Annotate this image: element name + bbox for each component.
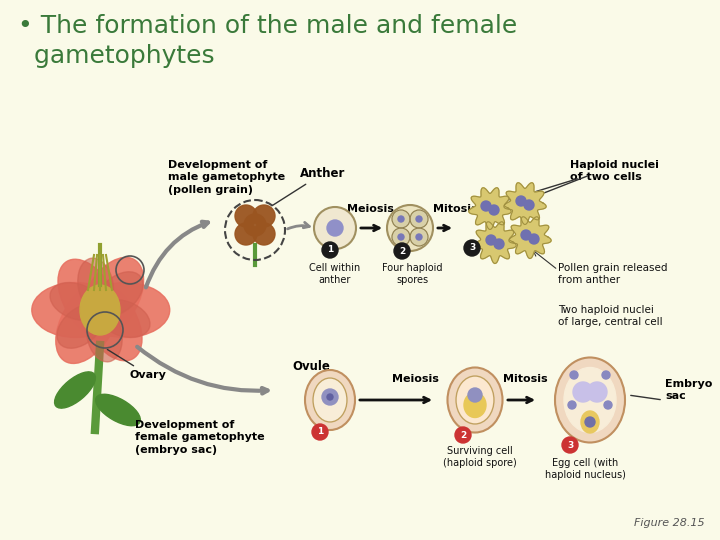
Ellipse shape bbox=[448, 368, 503, 433]
Circle shape bbox=[387, 205, 433, 251]
Text: Surviving cell
(haploid spore): Surviving cell (haploid spore) bbox=[443, 446, 517, 468]
Ellipse shape bbox=[55, 281, 120, 363]
Circle shape bbox=[573, 382, 593, 402]
Text: Egg cell (with
haploid nucleus): Egg cell (with haploid nucleus) bbox=[544, 458, 626, 480]
Ellipse shape bbox=[50, 282, 103, 320]
Text: 3: 3 bbox=[469, 244, 475, 253]
Ellipse shape bbox=[464, 393, 486, 417]
Circle shape bbox=[327, 220, 343, 236]
Circle shape bbox=[529, 234, 539, 244]
Circle shape bbox=[516, 196, 526, 206]
Ellipse shape bbox=[97, 300, 150, 338]
Circle shape bbox=[486, 235, 496, 245]
Circle shape bbox=[602, 371, 610, 379]
Polygon shape bbox=[504, 183, 546, 225]
Circle shape bbox=[568, 401, 576, 409]
Circle shape bbox=[394, 243, 410, 259]
Ellipse shape bbox=[96, 394, 140, 426]
Text: • The formation of the male and female: • The formation of the male and female bbox=[18, 14, 517, 38]
Circle shape bbox=[464, 240, 480, 256]
Ellipse shape bbox=[456, 376, 494, 424]
Text: Development of
female gametophyte
(embryo sac): Development of female gametophyte (embry… bbox=[135, 420, 265, 455]
Ellipse shape bbox=[81, 283, 142, 361]
Text: Anther: Anther bbox=[272, 167, 346, 206]
Circle shape bbox=[489, 205, 499, 215]
Text: Ovary: Ovary bbox=[107, 349, 167, 380]
Circle shape bbox=[253, 205, 275, 227]
Text: Ovule: Ovule bbox=[292, 360, 330, 373]
Ellipse shape bbox=[80, 282, 170, 338]
Circle shape bbox=[312, 424, 328, 440]
Circle shape bbox=[570, 371, 578, 379]
Circle shape bbox=[455, 427, 471, 443]
Circle shape bbox=[562, 437, 578, 453]
Text: 2: 2 bbox=[460, 430, 466, 440]
Polygon shape bbox=[474, 222, 516, 264]
Circle shape bbox=[468, 388, 482, 402]
Ellipse shape bbox=[581, 411, 599, 433]
Ellipse shape bbox=[80, 285, 120, 335]
Circle shape bbox=[322, 389, 338, 405]
Text: Two haploid nuclei
of large, central cell: Two haploid nuclei of large, central cel… bbox=[558, 305, 662, 327]
Circle shape bbox=[392, 210, 410, 228]
Circle shape bbox=[416, 234, 422, 240]
Circle shape bbox=[604, 401, 612, 409]
Text: Embryo
sac: Embryo sac bbox=[665, 379, 712, 401]
Text: 1: 1 bbox=[327, 246, 333, 254]
Polygon shape bbox=[509, 217, 552, 259]
Circle shape bbox=[253, 223, 275, 245]
Circle shape bbox=[322, 242, 338, 258]
Ellipse shape bbox=[55, 372, 96, 408]
Text: Mitosis: Mitosis bbox=[433, 204, 477, 214]
Ellipse shape bbox=[86, 307, 122, 362]
Ellipse shape bbox=[78, 258, 114, 313]
Ellipse shape bbox=[58, 259, 119, 337]
Ellipse shape bbox=[564, 368, 616, 433]
Circle shape bbox=[494, 239, 504, 249]
Text: 1: 1 bbox=[317, 428, 323, 436]
Circle shape bbox=[314, 207, 356, 249]
Circle shape bbox=[416, 216, 422, 222]
Ellipse shape bbox=[57, 304, 104, 348]
Text: Development of
male gametophyte
(pollen grain): Development of male gametophyte (pollen … bbox=[168, 160, 285, 195]
Ellipse shape bbox=[555, 357, 625, 442]
Circle shape bbox=[587, 382, 607, 402]
Ellipse shape bbox=[313, 378, 347, 422]
Text: 2: 2 bbox=[399, 246, 405, 255]
Text: Meiosis: Meiosis bbox=[392, 374, 438, 384]
Text: Mitosis: Mitosis bbox=[503, 374, 547, 384]
Circle shape bbox=[327, 394, 333, 400]
Ellipse shape bbox=[95, 272, 143, 316]
Circle shape bbox=[235, 223, 257, 245]
Polygon shape bbox=[469, 188, 511, 230]
Ellipse shape bbox=[32, 282, 120, 338]
Text: Cell within
anther: Cell within anther bbox=[310, 263, 361, 285]
Circle shape bbox=[521, 230, 531, 240]
Circle shape bbox=[235, 205, 257, 227]
Ellipse shape bbox=[305, 370, 355, 430]
Circle shape bbox=[398, 216, 404, 222]
Text: gametophytes: gametophytes bbox=[18, 44, 215, 68]
Circle shape bbox=[585, 417, 595, 427]
Text: Four haploid
spores: Four haploid spores bbox=[382, 263, 442, 285]
Text: Meiosis: Meiosis bbox=[346, 204, 393, 214]
Text: Haploid nuclei
of two cells: Haploid nuclei of two cells bbox=[570, 160, 659, 183]
Text: 3: 3 bbox=[567, 441, 573, 449]
Circle shape bbox=[392, 228, 410, 246]
Circle shape bbox=[410, 210, 428, 228]
Circle shape bbox=[244, 214, 266, 236]
Text: Pollen grain released
from anther: Pollen grain released from anther bbox=[558, 263, 667, 286]
Ellipse shape bbox=[81, 258, 143, 338]
Circle shape bbox=[524, 200, 534, 210]
Circle shape bbox=[398, 234, 404, 240]
Text: Figure 28.15: Figure 28.15 bbox=[634, 518, 705, 528]
Circle shape bbox=[410, 228, 428, 246]
Circle shape bbox=[481, 201, 491, 211]
